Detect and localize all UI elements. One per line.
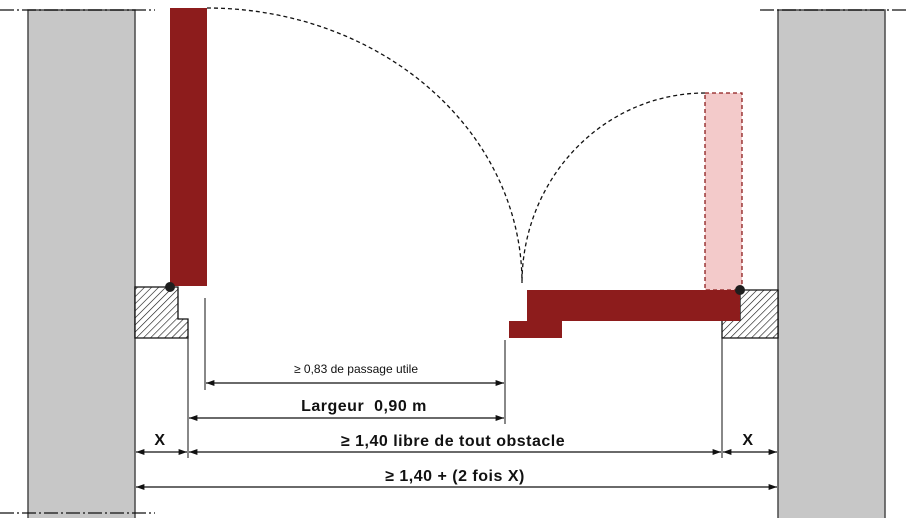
label-largeur: Largeur 0,90 m <box>301 398 427 415</box>
left-wall <box>27 9 136 518</box>
right-hinge-dot <box>735 285 745 295</box>
label-x-right: X <box>742 432 753 449</box>
right-door-open-position <box>704 92 743 291</box>
right-door-leaf-closed <box>509 290 740 338</box>
right-wall <box>777 9 886 518</box>
label-libre: ≥ 1,40 libre de tout obstacle <box>341 433 565 450</box>
label-passage-utile: ≥ 0,83 de passage utile <box>294 362 418 376</box>
left-hinge-dot <box>165 282 175 292</box>
label-x-left: X <box>154 432 165 449</box>
right-door-swing-arc <box>521 92 706 284</box>
left-door-swing-arc <box>206 7 523 284</box>
left-door-frame-hatched <box>134 286 189 339</box>
label-total: ≥ 1,40 + (2 fois X) <box>385 468 525 485</box>
left-door-leaf <box>170 8 207 286</box>
